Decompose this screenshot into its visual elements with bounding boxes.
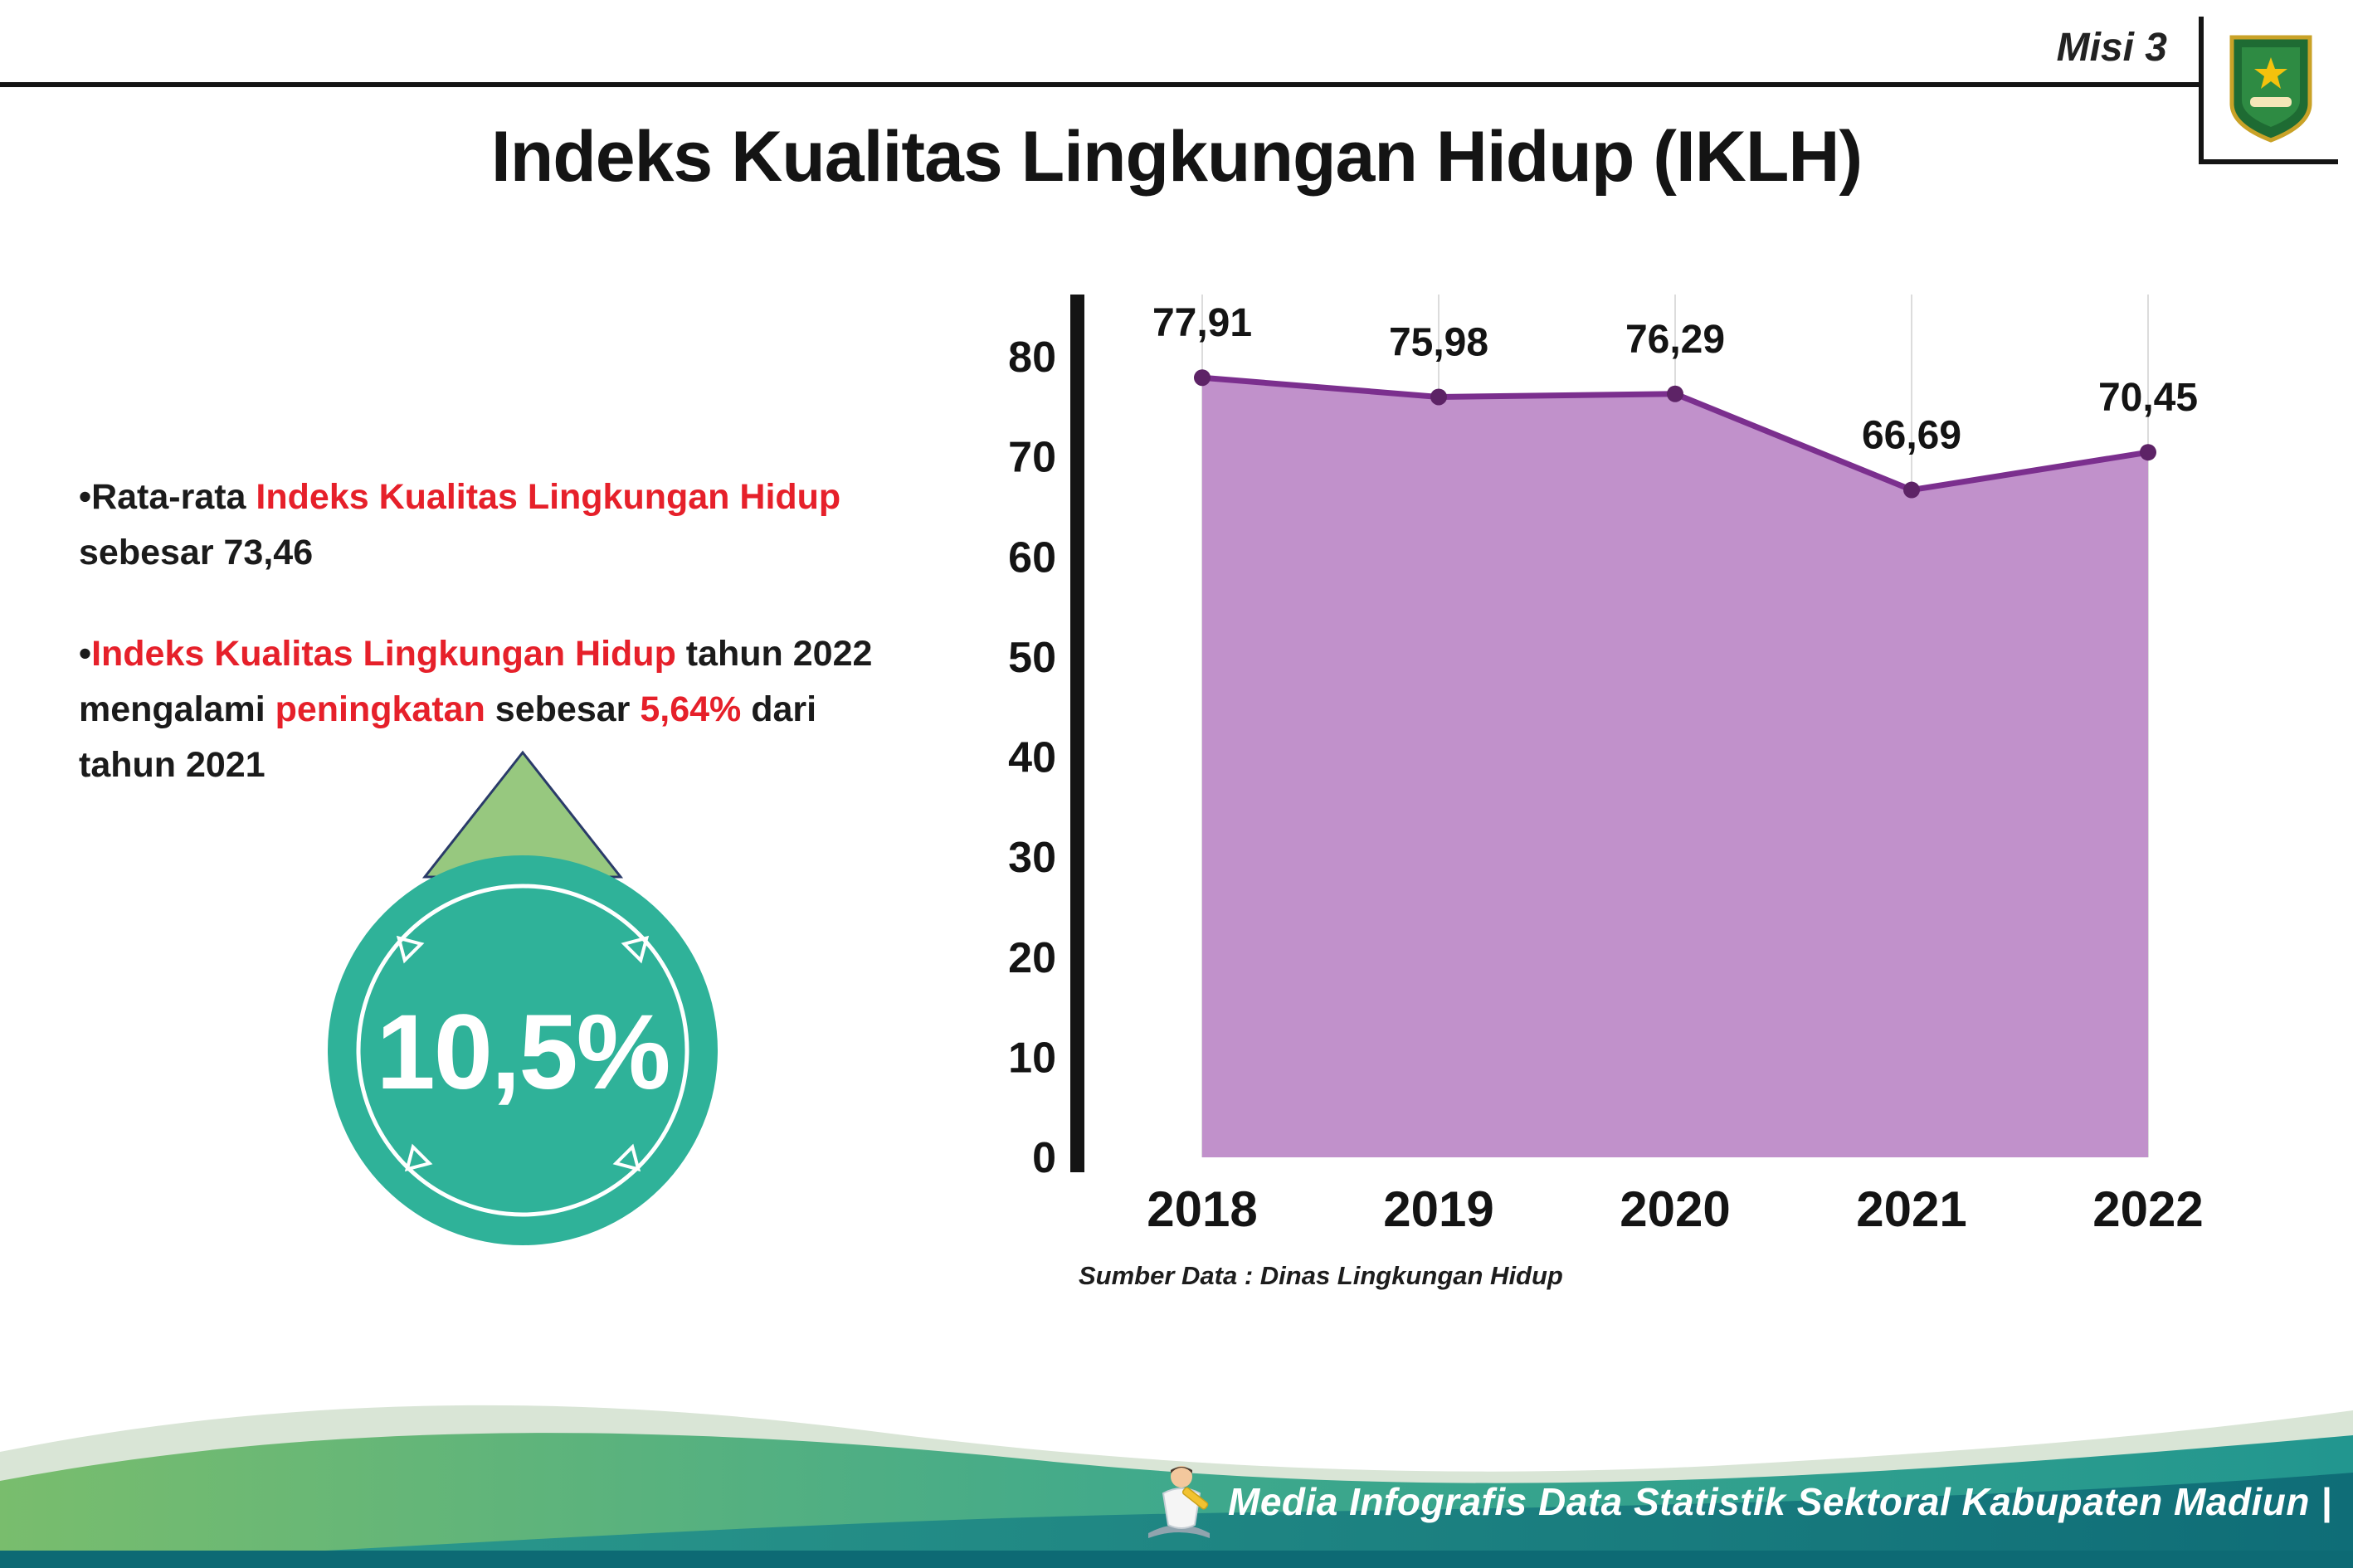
y-tick-label: 60 (1008, 533, 1056, 582)
bullet-marker: • (79, 477, 92, 517)
x-tick-label: 2019 (1383, 1181, 1493, 1237)
bullet1-line2: sebesar 73,46 (79, 532, 314, 572)
y-tick-label: 10 (1008, 1034, 1056, 1082)
data-point (2140, 444, 2156, 461)
area-fill (1202, 377, 2148, 1157)
y-tick-label: 80 (1008, 334, 1056, 382)
y-tick-label: 40 (1008, 734, 1056, 782)
bullet1-highlight: Indeks Kualitas Lingkungan Hidup (256, 477, 841, 517)
bullet2-text3: sebesar (485, 689, 641, 729)
y-tick-label: 0 (1032, 1134, 1056, 1182)
bullet2-line3: tahun 2021 (79, 744, 266, 785)
bullet-marker: • (79, 634, 92, 674)
value-label: 66,69 (1862, 414, 1961, 458)
chart-source: Sumber Data : Dinas Lingkungan Hidup (1079, 1261, 1563, 1290)
y-tick-label: 30 (1008, 834, 1056, 882)
badge-circle (328, 855, 718, 1245)
increase-badge: 10,5% (328, 750, 718, 1245)
y-axis (1070, 295, 1084, 1172)
data-point (1667, 385, 1683, 402)
misi-label: Misi 3 (2056, 26, 2167, 70)
data-point (1430, 388, 1447, 406)
badge-triangle-decorations (396, 935, 650, 1172)
x-tick-label: 2022 (2092, 1181, 2203, 1237)
bullet2-text2: mengalami (79, 689, 275, 729)
bullet-increase-2022: •Indeks Kualitas Lingkungan Hidup tahun … (79, 626, 1000, 792)
bullet1-text: Rata-rata (91, 477, 256, 517)
footer-caption: Media Infografis Data Statistik Sektoral… (1228, 1480, 2332, 1523)
badge-value: 10,5% (377, 993, 670, 1112)
page-title: Indeks Kualitas Lingkungan Hidup (IKLH) (490, 117, 1863, 197)
summary-bullets: •Rata-rata Indeks Kualitas Lingkungan Hi… (79, 470, 1000, 839)
wave-bottom-band (0, 1551, 2353, 1568)
value-label: 70,45 (2098, 376, 2198, 420)
x-tick-label: 2021 (1856, 1181, 1966, 1237)
mascot-icon (1148, 1466, 1210, 1538)
bullet2-highlight1: Indeks Kualitas Lingkungan Hidup (91, 634, 676, 674)
logo-frame (2199, 17, 2338, 164)
value-label: 76,29 (1625, 318, 1725, 362)
value-label: 75,98 (1389, 320, 1488, 364)
y-tick-label: 50 (1008, 634, 1056, 682)
header-divider (0, 82, 2199, 87)
footer-caption-row: Media Infografis Data Statistik Sektoral… (1143, 1462, 2332, 1541)
badge-inner-ring (356, 884, 689, 1217)
bullet2-text1: tahun 2022 (675, 634, 873, 674)
bullet-average-iklh: •Rata-rata Indeks Kualitas Lingkungan Hi… (79, 470, 1000, 580)
data-point (1903, 481, 1920, 499)
value-label: 77,91 (1152, 301, 1252, 345)
iklh-chart-svg: 0 10 20 30 40 50 60 70 80 77,91 75,98 76,29 66,69 70,… (1008, 295, 2204, 1237)
data-point (1194, 369, 1211, 387)
x-tick-label: 2020 (1620, 1181, 1730, 1237)
x-tick-label: 2018 (1147, 1181, 1257, 1237)
kabupaten-madiun-crest-icon (2229, 35, 2312, 143)
y-tick-label: 20 (1008, 934, 1056, 982)
bullet2-highlight3: 5,64% (640, 689, 742, 729)
y-tick-label: 70 (1008, 434, 1056, 482)
bullet2-text4: dari (741, 689, 817, 729)
bullet2-highlight2: peningkatan (275, 689, 485, 729)
